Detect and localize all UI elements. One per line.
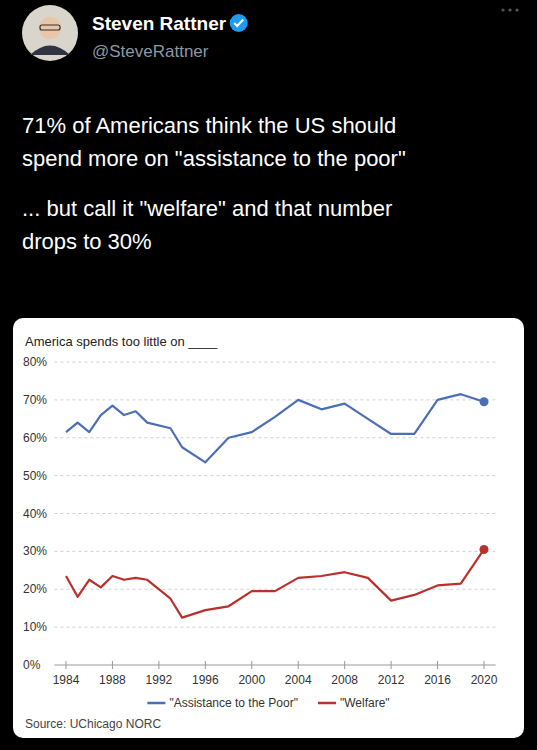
x-tick: [483, 661, 484, 669]
x-tick: [437, 661, 438, 669]
card-bg: [13, 318, 524, 738]
x-tick: [112, 661, 113, 669]
legend-item: "Assistance to the Poor": [147, 696, 298, 710]
more-dot: [508, 8, 511, 11]
author-handle: @SteveRattner: [92, 42, 209, 61]
x-tick-label: 1988: [99, 673, 126, 687]
end-marker: [479, 397, 488, 406]
y-tick-label: 50%: [23, 469, 47, 483]
y-tick-label: 40%: [23, 507, 47, 521]
legend-label: "Assistance to the Poor": [169, 696, 298, 710]
x-tick-label: 2008: [331, 673, 358, 687]
x-tick: [391, 661, 392, 669]
series-line: [66, 549, 484, 617]
badge-check: [234, 20, 243, 27]
x-tick: [158, 661, 159, 669]
x-tick: [344, 661, 345, 669]
tweet-text: drops to 30%: [22, 229, 152, 254]
x-tick: [251, 661, 252, 669]
avatar: [22, 5, 78, 61]
background: [0, 0, 537, 750]
legend-item: "Welfare": [318, 696, 390, 710]
grid-line: [54, 551, 495, 552]
source-note: Source: UChicago NORC: [25, 717, 161, 731]
grid-line: [54, 437, 495, 438]
grid-line: [54, 513, 495, 514]
more-dot: [515, 8, 518, 11]
grid-line: [54, 475, 495, 476]
x-tick: [298, 661, 299, 669]
y-tick-label: 60%: [23, 431, 47, 445]
x-tick-label: 1992: [146, 673, 173, 687]
legend-swatch: [318, 702, 336, 705]
avatar-body: [30, 46, 70, 56]
x-tick-label: 2012: [378, 673, 405, 687]
x-tick-label: 2020: [471, 673, 498, 687]
avatar-bg: [22, 5, 78, 61]
legend-swatch: [147, 702, 165, 705]
legend-label: "Welfare": [340, 696, 390, 710]
series-line: [66, 394, 484, 462]
x-tick: [66, 661, 67, 669]
page: Steven Rattner @SteveRattner 71% of Americ…: [0, 0, 537, 750]
grid-line: [54, 627, 495, 628]
end-marker: [479, 545, 488, 554]
chart-card: America spends too little on ____ 0% 10% 20…: [13, 318, 524, 738]
more-menu[interactable]: [501, 8, 518, 11]
grid-line: [54, 362, 495, 363]
x-tick: [205, 661, 206, 669]
y-tick-label: 10%: [23, 620, 47, 634]
y-tick-label: 70%: [23, 393, 47, 407]
chart-title: America spends too little on ____: [25, 334, 218, 349]
tweet-text: ... but call it "welfare" and that numbe…: [22, 196, 392, 221]
avatar-face: [39, 17, 61, 39]
badge-bg: [230, 14, 248, 32]
verified-badge: [230, 14, 248, 32]
y-tick-label: 0%: [23, 658, 41, 672]
x-tick-label: 1984: [53, 673, 80, 687]
author-name: Steven Rattner: [92, 13, 227, 34]
y-tick-label: 20%: [23, 582, 47, 596]
tweet-text: spend more on "assistance to the poor": [22, 146, 406, 171]
x-tick-label: 1996: [192, 673, 219, 687]
tweet-text: 71% of Americans think the US should: [22, 113, 396, 138]
grid-line: [54, 399, 495, 400]
x-tick-label: 2004: [285, 673, 312, 687]
x-tick-label: 2000: [238, 673, 265, 687]
legend: "Assistance to the Poor" "Welfare": [147, 696, 389, 710]
y-tick-label: 30%: [23, 544, 47, 558]
avatar-glasses: [40, 25, 60, 30]
y-tick-label: 80%: [23, 355, 47, 369]
x-tick-label: 2016: [424, 673, 451, 687]
plot-area: [66, 394, 488, 617]
x-axis: [54, 665, 495, 666]
more-dot: [501, 8, 504, 11]
